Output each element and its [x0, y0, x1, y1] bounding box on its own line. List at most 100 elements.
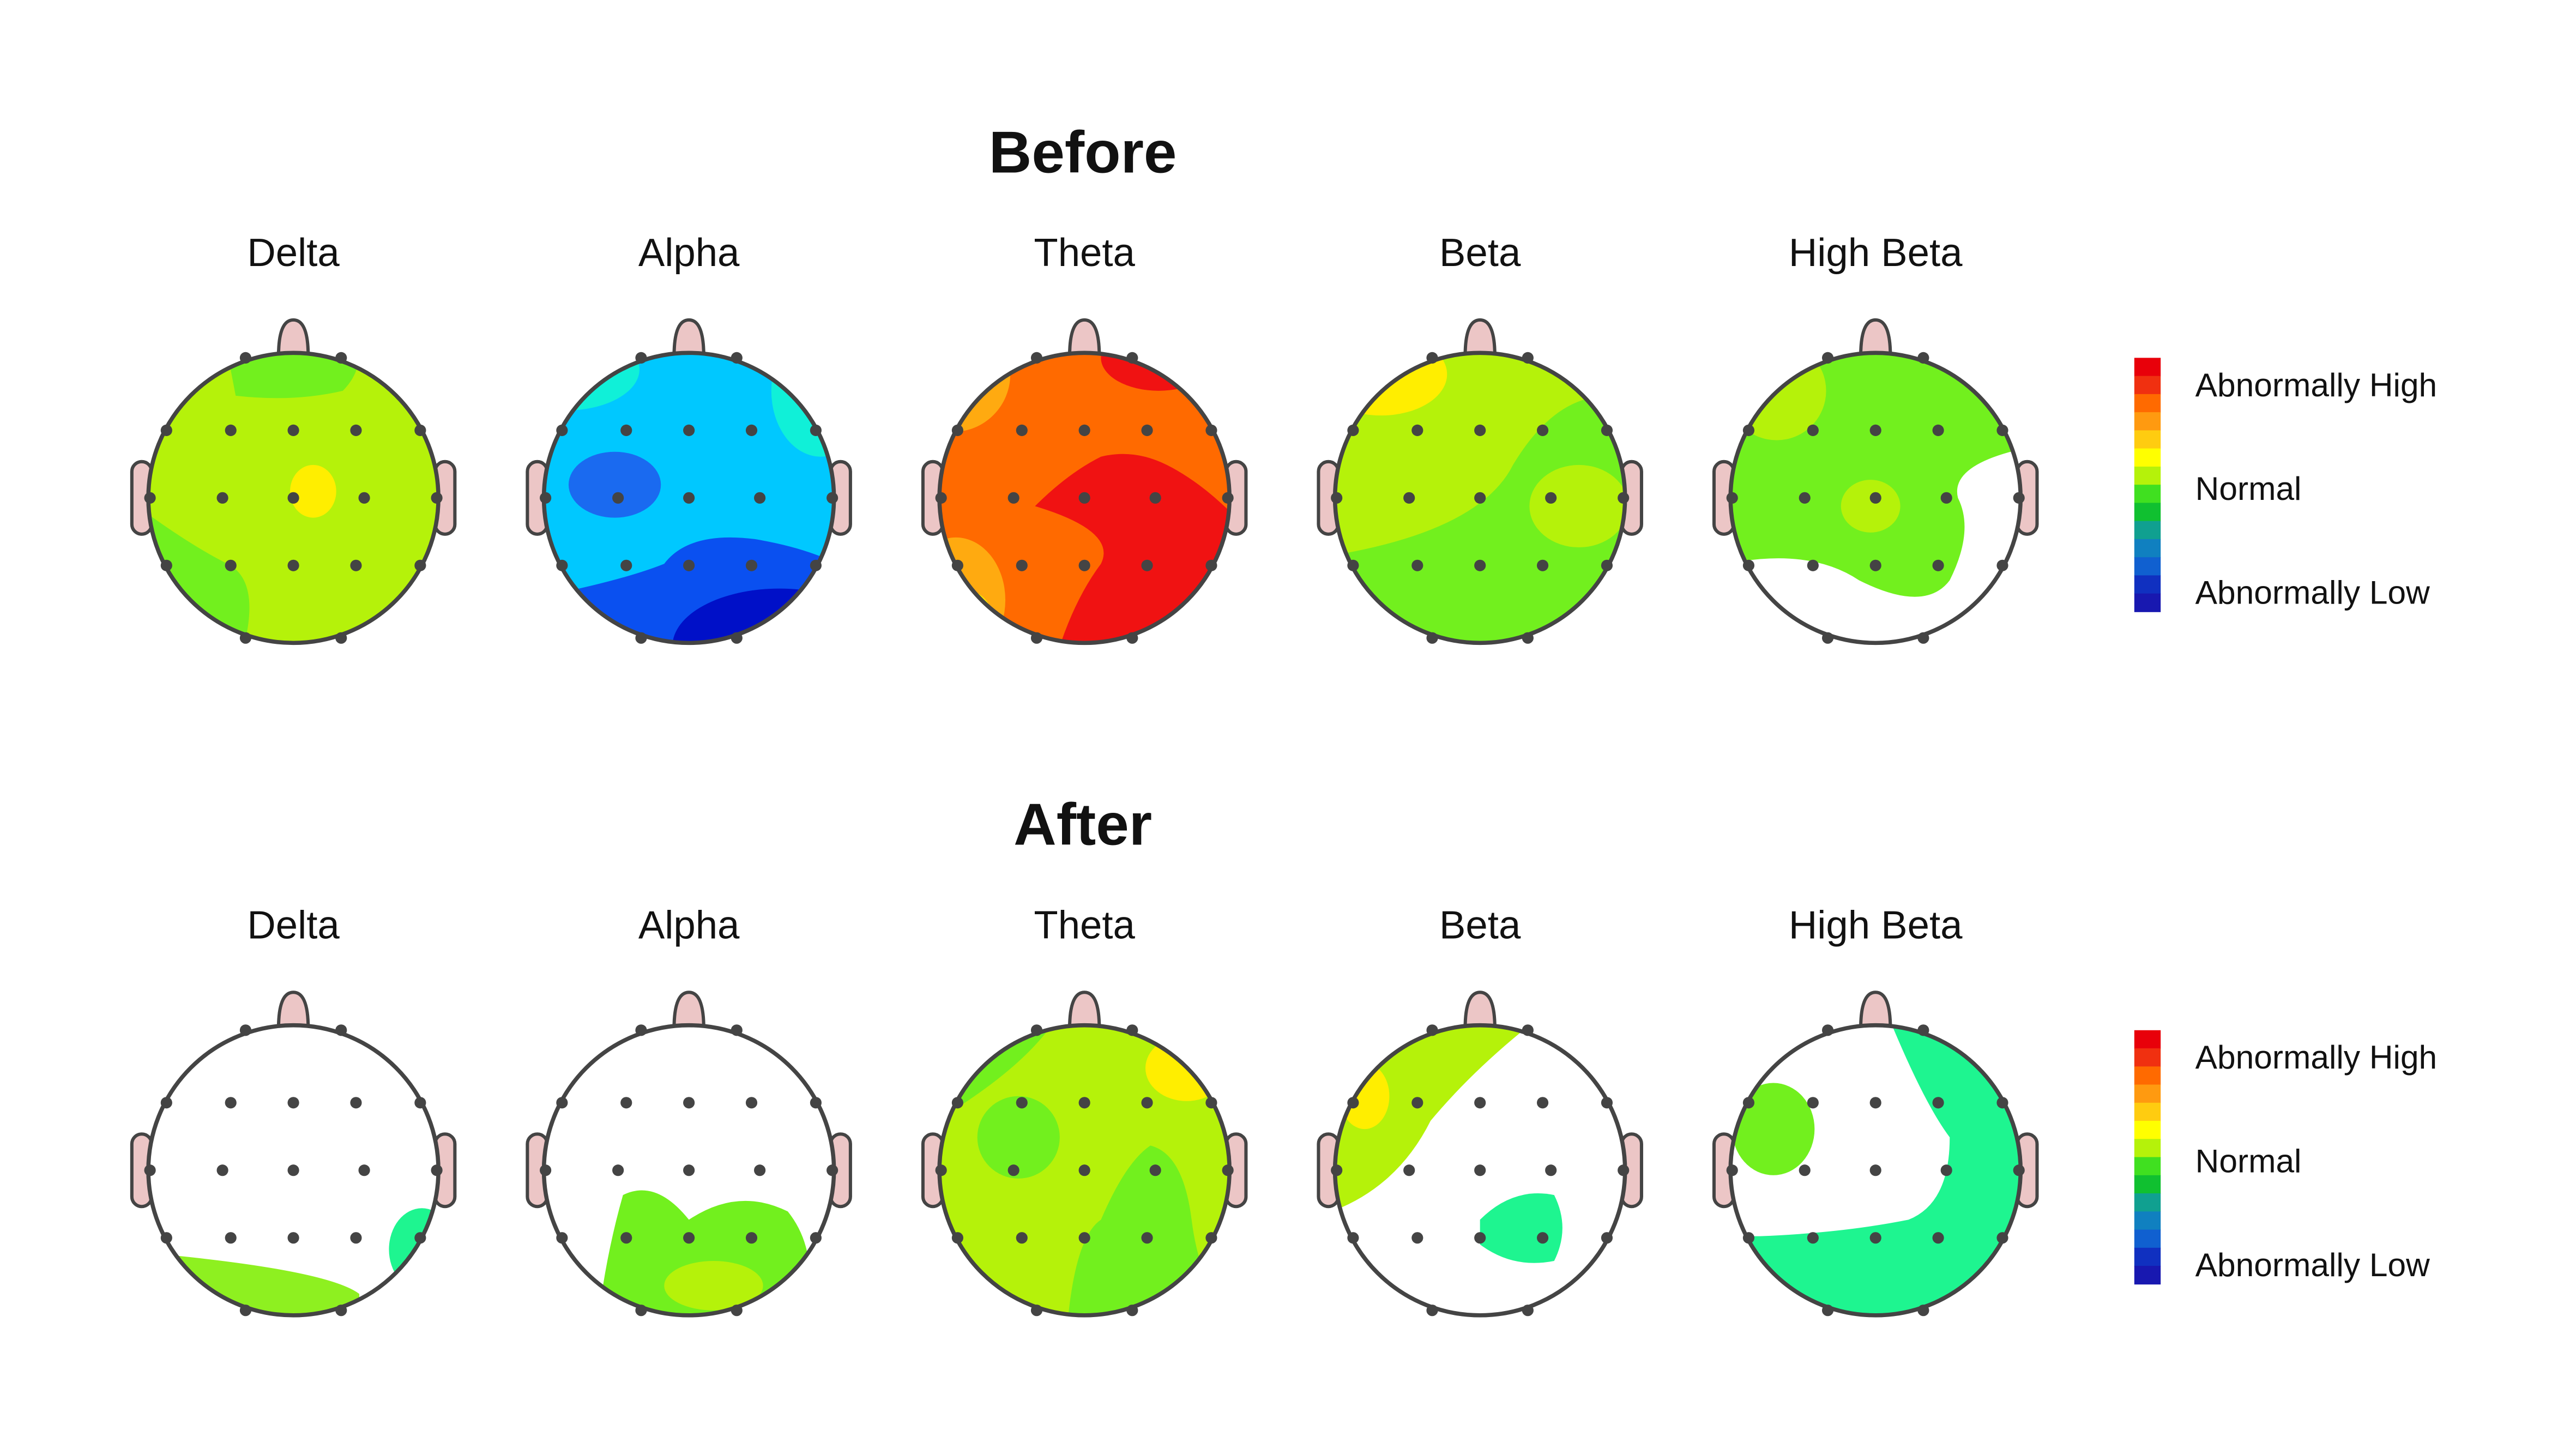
- electrode: [745, 424, 758, 436]
- electrode: [683, 424, 695, 436]
- electrode: [827, 1164, 838, 1176]
- legend-swatch: [2134, 521, 2161, 540]
- head: [921, 991, 1248, 1318]
- electrode: [1474, 1097, 1486, 1109]
- scalp-map: [544, 353, 834, 643]
- electrode: [951, 424, 963, 436]
- electrode: [239, 1305, 252, 1317]
- head: [526, 991, 852, 1318]
- electrode: [1996, 1097, 2008, 1109]
- electrode: [2013, 492, 2025, 504]
- electrode: [225, 1232, 237, 1244]
- nose: [276, 991, 310, 1030]
- head: [1712, 991, 2039, 1318]
- map-region: [1340, 1063, 1390, 1130]
- electrode: [556, 424, 568, 436]
- electrode: [1474, 492, 1486, 504]
- electrode: [1996, 1232, 2008, 1244]
- electrode: [350, 559, 362, 571]
- electrode: [1618, 1164, 1630, 1176]
- electrode: [1205, 1232, 1217, 1244]
- map-region: [1335, 396, 1625, 643]
- electrode: [1030, 1305, 1043, 1317]
- electrode: [1601, 1232, 1613, 1244]
- electrode: [1403, 1164, 1415, 1176]
- electrode: [1078, 424, 1090, 436]
- electrode: [358, 1164, 370, 1176]
- electrode: [1078, 1097, 1090, 1109]
- electrode: [2013, 1164, 2025, 1176]
- electrode: [1917, 1024, 1929, 1036]
- electrode: [1016, 424, 1028, 436]
- electrode: [1869, 492, 1881, 504]
- electrode: [225, 1097, 237, 1109]
- electrode: [1222, 1164, 1234, 1176]
- band-label: Beta: [1439, 903, 1521, 947]
- electrode: [1869, 1232, 1881, 1244]
- electrode: [216, 1164, 228, 1176]
- electrode: [1016, 1097, 1028, 1109]
- map-region: [664, 1260, 763, 1311]
- legend-label: Abnormally Low: [2195, 574, 2430, 611]
- electrode: [1205, 1097, 1217, 1109]
- electrode: [287, 1097, 299, 1109]
- map-region: [939, 588, 994, 643]
- electrode: [1869, 424, 1881, 436]
- electrode: [745, 1097, 758, 1109]
- band-label: High Beta: [1789, 903, 1963, 947]
- electrode: [1726, 492, 1738, 504]
- electrode: [1522, 632, 1534, 644]
- electrode: [287, 424, 299, 436]
- legend-swatch: [2134, 575, 2161, 594]
- electrode: [683, 492, 695, 504]
- electrode: [683, 559, 695, 571]
- head: [1317, 991, 1643, 1318]
- scalp-map: [544, 1025, 834, 1315]
- legend-swatch: [2134, 1030, 2161, 1049]
- band-label: Theta: [1034, 903, 1135, 947]
- electrode: [1940, 1164, 1952, 1176]
- map-region: [939, 537, 1006, 643]
- electrode: [287, 1164, 299, 1176]
- electrode: [287, 559, 299, 571]
- electrode: [350, 1232, 362, 1244]
- electrode: [1426, 352, 1438, 364]
- electrode: [556, 1232, 568, 1244]
- electrode: [556, 1097, 568, 1109]
- electrode: [540, 492, 552, 504]
- electrode: [1141, 559, 1153, 571]
- nose: [1859, 318, 1892, 358]
- electrode: [1807, 1232, 1819, 1244]
- electrode: [1126, 632, 1138, 644]
- legend-label: Abnormally High: [2195, 1039, 2438, 1076]
- electrode: [1331, 1164, 1343, 1176]
- map-region: [1730, 448, 2021, 643]
- electrode: [635, 1024, 647, 1036]
- electrode: [1522, 1305, 1534, 1317]
- legend-swatch: [2134, 394, 2161, 413]
- legend-swatch: [2134, 557, 2161, 576]
- map-region: [227, 353, 360, 399]
- electrode: [1030, 352, 1043, 364]
- legend-swatch: [2134, 593, 2161, 612]
- head: [130, 991, 457, 1318]
- legend-swatch: [2134, 412, 2161, 431]
- electrode: [620, 559, 632, 571]
- electrode: [225, 559, 237, 571]
- electrode: [1601, 1097, 1613, 1109]
- legend-swatch: [2134, 1266, 2161, 1285]
- electrode: [620, 1097, 632, 1109]
- map-region: [1335, 353, 1447, 416]
- electrode: [1536, 559, 1549, 571]
- electrode: [1347, 1097, 1359, 1109]
- electrode: [1536, 1232, 1549, 1244]
- electrode: [1347, 1232, 1359, 1244]
- electrode: [335, 1024, 347, 1036]
- scalp-map: [939, 353, 1230, 643]
- legend-swatch: [2134, 358, 2161, 377]
- electrode: [1141, 1232, 1153, 1244]
- legend-label: Normal: [2195, 1143, 2302, 1180]
- nose: [1067, 991, 1101, 1030]
